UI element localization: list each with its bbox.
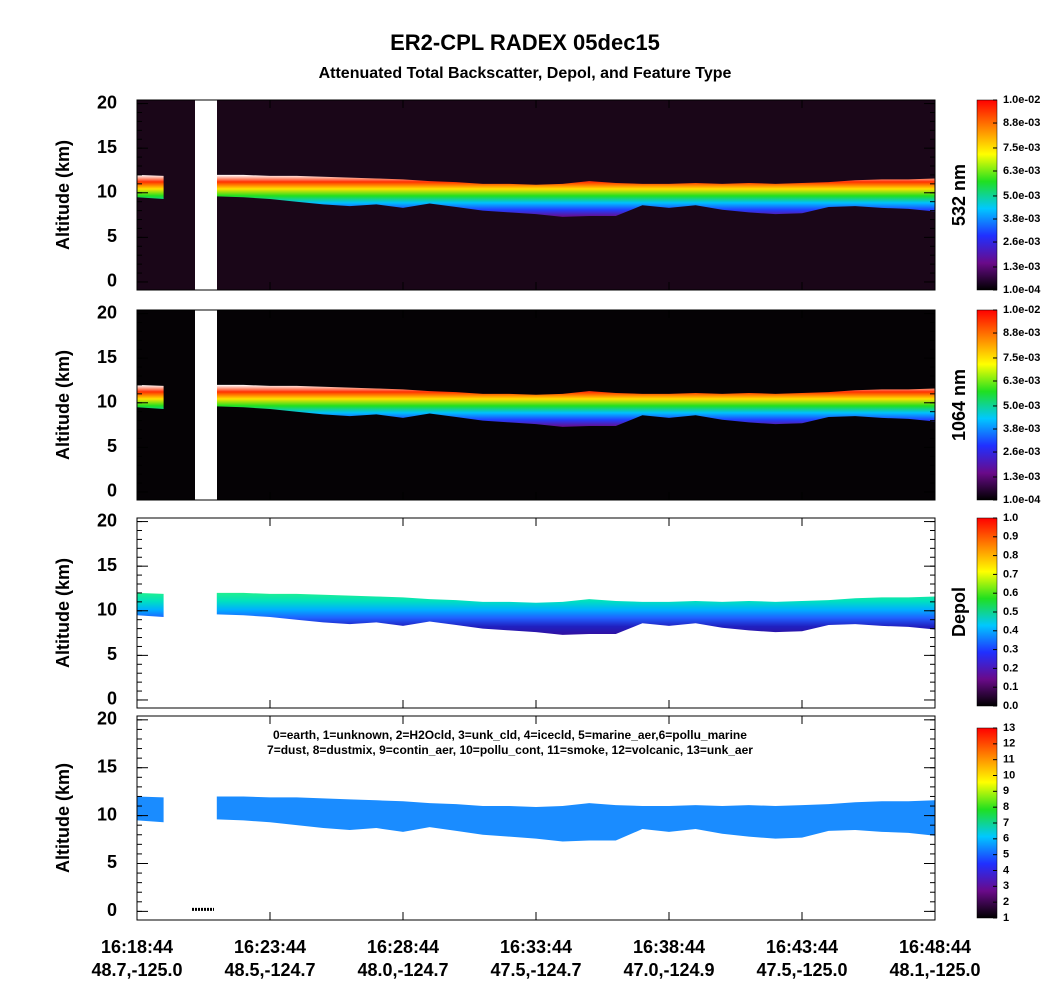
colorbar-tick-label: 3 [1003, 880, 1009, 892]
y-tick-label: 20 [97, 510, 117, 530]
colorbar-tick-label: 8.8e-03 [1003, 117, 1040, 129]
y-tick-label: 15 [97, 347, 117, 367]
annotation: 0=earth, 1=unknown, 2=H2Ocld, 3=unk_cld,… [273, 728, 747, 742]
colorbar-tick-label: 2.6e-03 [1003, 236, 1040, 248]
colorbar-tick-label: 1.0 [1003, 512, 1018, 524]
y-tick-label: 20 [97, 302, 117, 322]
colorbar-tick-label: 6.3e-03 [1003, 375, 1040, 387]
colorbar-tick-label: 0.8 [1003, 550, 1018, 562]
colorbar-tick-label: 1.3e-03 [1003, 471, 1040, 483]
colorbar-tick-label: 0.2 [1003, 662, 1018, 674]
y-tick-label: 10 [97, 182, 117, 202]
x-tick-location: 47.0,-124.9 [623, 960, 714, 980]
colorbar [976, 309, 998, 501]
colorbar-label: 1064 nm [949, 369, 969, 441]
y-tick-label: 10 [97, 392, 117, 412]
colorbar-tick-label: 1.0e-02 [1003, 94, 1040, 106]
colorbar-tick-label: 4 [1003, 864, 1010, 876]
colorbar-tick-label: 0.4 [1003, 625, 1019, 637]
colorbar-tick-label: 0.3 [1003, 644, 1018, 656]
y-axis-label: Altitude (km) [53, 763, 73, 873]
colorbar-tick-label: 8 [1003, 801, 1009, 813]
y-tick-label: 20 [97, 92, 117, 112]
colorbar-label: 532 nm [949, 164, 969, 226]
colorbar-tick-label: 3.8e-03 [1003, 423, 1040, 435]
colorbar-tick-label: 10 [1003, 769, 1015, 781]
colorbar-label: Depol [949, 587, 969, 637]
x-tick-location: 48.5,-124.7 [224, 960, 315, 980]
colorbar-tick-label: 1.0e-04 [1003, 284, 1041, 296]
data-gap [195, 100, 217, 290]
colorbar-tick-label: 0.0 [1003, 700, 1018, 712]
colorbar-tick-label: 13 [1003, 722, 1015, 734]
y-tick-label: 5 [107, 436, 117, 456]
annotation: 7=dust, 8=dustmix, 9=contin_aer, 10=poll… [267, 743, 753, 757]
colorbar-tick-label: 8.8e-03 [1003, 327, 1040, 339]
x-tick-location: 47.5,-125.0 [756, 960, 847, 980]
colorbar-tick-label: 7.5e-03 [1003, 142, 1040, 154]
y-tick-label: 0 [107, 481, 117, 501]
subtitle: Attenuated Total Backscatter, Depol, and… [319, 65, 732, 82]
cloud-layer [137, 384, 935, 427]
cloud-layer [137, 592, 935, 635]
y-tick-label: 15 [97, 756, 117, 776]
colorbar-tick-label: 5 [1003, 849, 1009, 861]
colorbar-tick-label: 1.3e-03 [1003, 261, 1040, 273]
data-gap [195, 310, 217, 500]
y-axis-label: Altitude (km) [53, 140, 73, 250]
cloud-layer [137, 174, 935, 217]
colorbar-tick-label: 7 [1003, 817, 1009, 829]
colorbar-tick-label: 0.9 [1003, 531, 1018, 543]
y-tick-label: 15 [97, 555, 117, 575]
y-tick-label: 0 [107, 900, 117, 920]
y-tick-label: 5 [107, 644, 117, 664]
colorbar-tick-label: 0.1 [1003, 681, 1018, 693]
colorbar-tick-label: 5.0e-03 [1003, 190, 1040, 202]
colorbar-tick-label: 1.0e-02 [1003, 304, 1040, 316]
colorbar [976, 99, 998, 291]
colorbar-tick-label: 0.5 [1003, 606, 1018, 618]
y-axis-label: Altitude (km) [53, 350, 73, 460]
colorbar-tick-label: 5.0e-03 [1003, 400, 1040, 412]
title: ER2-CPL RADEX 05dec15 [390, 30, 660, 55]
y-tick-label: 10 [97, 600, 117, 620]
y-tick-label: 5 [107, 226, 117, 246]
y-tick-label: 0 [107, 689, 117, 709]
colorbar-tick-label: 9 [1003, 785, 1009, 797]
cloud-layer [137, 796, 935, 842]
x-tick-time: 16:23:44 [234, 937, 306, 957]
x-tick-time: 16:43:44 [766, 937, 838, 957]
colorbar-tick-label: 11 [1003, 754, 1015, 766]
colorbar-tick-label: 2.6e-03 [1003, 446, 1040, 458]
x-tick-time: 16:18:44 [101, 937, 173, 957]
colorbar-tick-label: 6 [1003, 833, 1009, 845]
colorbar-tick-label: 0.7 [1003, 568, 1018, 580]
y-tick-label: 10 [97, 804, 117, 824]
colorbar-tick-label: 7.5e-03 [1003, 352, 1040, 364]
colorbar-tick-label: 2 [1003, 896, 1009, 908]
colorbar-tick-label: 1 [1003, 912, 1009, 924]
y-axis-label: Altitude (km) [53, 558, 73, 668]
x-tick-time: 16:28:44 [367, 937, 439, 957]
colorbar-tick-label: 12 [1003, 738, 1015, 750]
y-tick-label: 5 [107, 852, 117, 872]
x-tick-time: 16:38:44 [633, 937, 705, 957]
colorbar-tick-label: 1.0e-04 [1003, 494, 1041, 506]
x-tick-location: 48.7,-125.0 [91, 960, 182, 980]
colorbar-tick-label: 0.6 [1003, 587, 1018, 599]
y-tick-label: 0 [107, 271, 117, 291]
y-tick-label: 20 [97, 709, 117, 729]
x-tick-location: 47.5,-124.7 [490, 960, 581, 980]
y-tick-label: 15 [97, 137, 117, 157]
x-tick-time: 16:48:44 [899, 937, 971, 957]
x-tick-location: 48.1,-125.0 [889, 960, 980, 980]
colorbar-tick-label: 6.3e-03 [1003, 165, 1040, 177]
x-tick-location: 48.0,-124.7 [357, 960, 448, 980]
x-tick-time: 16:33:44 [500, 937, 572, 957]
colorbar-tick-label: 3.8e-03 [1003, 213, 1040, 225]
